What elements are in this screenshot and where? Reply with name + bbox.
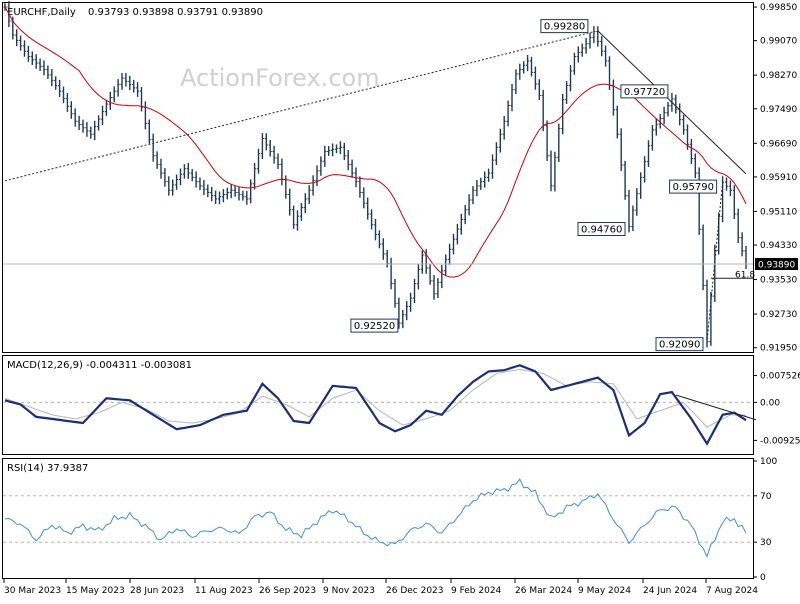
x-tick-label: 24 Jun 2024 bbox=[643, 586, 697, 596]
rsi-plot bbox=[3, 478, 753, 558]
x-tick-label: 28 Jun 2023 bbox=[130, 586, 184, 596]
macd-y-tick-label: 0.007526 bbox=[760, 372, 800, 382]
falling-trendline bbox=[597, 30, 747, 175]
x-tick-label: 15 May 2023 bbox=[66, 586, 125, 596]
rsi-line bbox=[4, 478, 747, 558]
x-tick-label: 26 Sep 2023 bbox=[259, 586, 316, 596]
macd-signal-line bbox=[4, 368, 747, 428]
price-y-tick-label: 0.97490 bbox=[760, 105, 797, 115]
price-annotation-box bbox=[620, 84, 669, 99]
x-axis: 30 Mar 2023 15 May 2023 28 Jun 2023 11 Aug … bbox=[3, 578, 758, 596]
price-y-tick-label: 0.95110 bbox=[760, 207, 797, 217]
macd-panel-frame bbox=[2, 355, 754, 455]
price-y-tick-label: 0.92730 bbox=[760, 310, 797, 320]
x-tick-label: 11 Aug 2023 bbox=[195, 586, 253, 596]
price-y-tick-label: 0.93530 bbox=[760, 276, 797, 286]
y-axes: 0.99850 0.99070 0.98270 0.97490 0.96690 0.959… bbox=[753, 3, 800, 583]
x-tick-label: 9 May 2024 bbox=[578, 586, 631, 596]
macd-plot bbox=[3, 364, 757, 446]
symbol-title: EURCHF,Daily bbox=[7, 7, 76, 18]
rsi-y-tick-label: 0 bbox=[760, 573, 766, 583]
rsi-y-tick-label: 30 bbox=[760, 538, 772, 548]
price-y-tick-label: 0.94330 bbox=[760, 241, 797, 251]
price-annotation-box bbox=[669, 179, 718, 194]
price-annotation-label: 0.99280 bbox=[544, 22, 585, 33]
current-price-label: 0.93890 bbox=[758, 261, 795, 271]
macd-title: MACD(12,26,9) -0.004311 -0.003081 bbox=[7, 360, 192, 371]
retrace-line bbox=[706, 182, 724, 342]
x-tick-label: 9 Feb 2024 bbox=[451, 586, 502, 596]
price-annotation-box bbox=[655, 337, 704, 352]
x-tick-label: 30 Mar 2023 bbox=[4, 586, 61, 596]
price-annotation-box bbox=[350, 318, 399, 333]
price-y-tick-label: 0.98270 bbox=[760, 71, 797, 81]
rsi-y-tick-label: 70 bbox=[760, 492, 772, 502]
price-y-tick-label: 0.95910 bbox=[760, 173, 797, 183]
watermark-text: ActionForex.com bbox=[180, 64, 380, 92]
x-tick-label: 26 Mar 2024 bbox=[515, 586, 572, 596]
price-annotation-label: 0.95790 bbox=[673, 182, 714, 193]
price-plot: 61.8 0.99280 0.97720 0.94760 0.95790 0.92520 0… bbox=[3, 1, 755, 352]
ohlc-values: 0.93793 0.93898 0.93791 0.93890 bbox=[88, 7, 263, 18]
macd-main-line bbox=[4, 364, 747, 446]
price-annotation-label: 0.92090 bbox=[659, 340, 700, 351]
macd-trendline bbox=[675, 394, 757, 421]
macd-y-tick-label: -0.009252 bbox=[760, 436, 800, 446]
rsi-panel-frame bbox=[2, 458, 754, 579]
fib-level-label: 61.8 bbox=[735, 270, 755, 280]
price-annotation-box bbox=[577, 222, 626, 237]
price-annotation-label: 0.92520 bbox=[354, 321, 395, 332]
x-tick-label: 7 Aug 2024 bbox=[706, 586, 758, 596]
price-panel-frame bbox=[2, 2, 754, 353]
dotted-trendline bbox=[4, 31, 595, 182]
price-y-tick-label: 0.99850 bbox=[760, 3, 797, 13]
x-tick-label: 9 Nov 2023 bbox=[323, 586, 375, 596]
price-y-tick-label: 0.99070 bbox=[760, 37, 797, 47]
price-y-tick-label: 0.91950 bbox=[760, 344, 797, 354]
price-y-tick-label: 0.96690 bbox=[760, 139, 797, 149]
x-tick-label: 26 Dec 2023 bbox=[386, 586, 444, 596]
price-annotation-label: 0.94760 bbox=[581, 225, 622, 236]
current-price-badge bbox=[755, 258, 798, 271]
price-annotation-box bbox=[540, 19, 589, 34]
rsi-y-tick-label: 100 bbox=[760, 457, 777, 467]
macd-y-tick-label: 0.00 bbox=[760, 398, 780, 408]
rsi-title: RSI(14) 37.9387 bbox=[7, 463, 88, 474]
price-annotation-label: 0.97720 bbox=[624, 87, 665, 98]
